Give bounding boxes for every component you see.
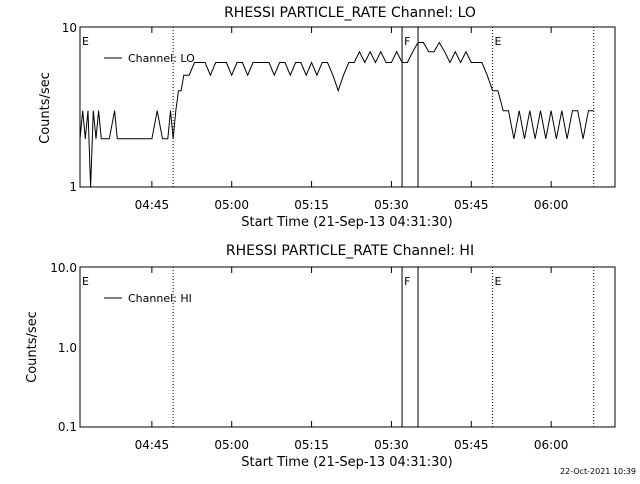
event-annotation-lo-2: E [495,35,502,48]
y-tick-label-hi-10: 10.0 [50,261,77,275]
legend-label-lo: Channel: LO [128,52,195,65]
x-axis-label-lo: Start Time (21-Sep-13 04:31:30) [241,215,452,230]
event-annotation-hi-1: F [404,275,410,288]
panel-lo: RHESSI PARTICLE_RATE Channel: LO Counts/… [38,5,616,230]
x-tick-label-hi-2: 05:15 [294,438,329,452]
x-tick-label-lo-4: 05:45 [454,198,489,212]
x-tick-label-hi-1: 05:00 [214,438,249,452]
series-line-lo [79,41,594,188]
x-tick-label-lo-2: 05:15 [294,198,329,212]
event-annotation-hi-2: E [495,275,502,288]
legend-label-hi: Channel: HI [128,292,192,305]
footer-timestamp: 22-Oct-2021 10:39 [560,467,636,476]
event-annotation-lo-1: F [404,35,410,48]
y-axis-label-lo: Counts/sec [38,72,53,144]
x-tick-label-hi-5: 06:00 [534,438,569,452]
x-tick-label-hi-3: 05:30 [374,438,409,452]
x-tick-label-hi-0: 04:45 [135,438,170,452]
y-tick-label-lo-1: 1 [69,180,77,194]
x-tick-label-lo-0: 04:45 [135,198,170,212]
x-tick-label-hi-4: 05:45 [454,438,489,452]
y-tick-label-hi-0-1: 0.1 [58,420,77,434]
y-axis-label-hi: Counts/sec [25,311,40,383]
x-tick-label-lo-5: 06:00 [534,198,569,212]
x-ticks-hi: 04:45 05:00 05:15 05:30 05:45 06:00 [135,267,569,452]
chart-title-lo: RHESSI PARTICLE_RATE Channel: LO [224,5,476,21]
y-tick-label-lo-10: 10 [62,21,77,35]
x-tick-label-lo-3: 05:30 [374,198,409,212]
x-ticks-lo: 04:45 05:00 05:15 05:30 05:45 06:00 [135,27,569,212]
panel-hi: RHESSI PARTICLE_RATE Channel: HI Counts/… [25,243,616,470]
event-annotation-lo-0: E [82,35,89,48]
event-annotation-hi-0: E [82,275,89,288]
x-axis-label-hi: Start Time (21-Sep-13 04:31:30) [241,455,452,470]
chart-title-hi: RHESSI PARTICLE_RATE Channel: HI [226,243,474,259]
x-tick-label-lo-1: 05:00 [214,198,249,212]
y-tick-label-hi-1: 1.0 [58,341,77,355]
